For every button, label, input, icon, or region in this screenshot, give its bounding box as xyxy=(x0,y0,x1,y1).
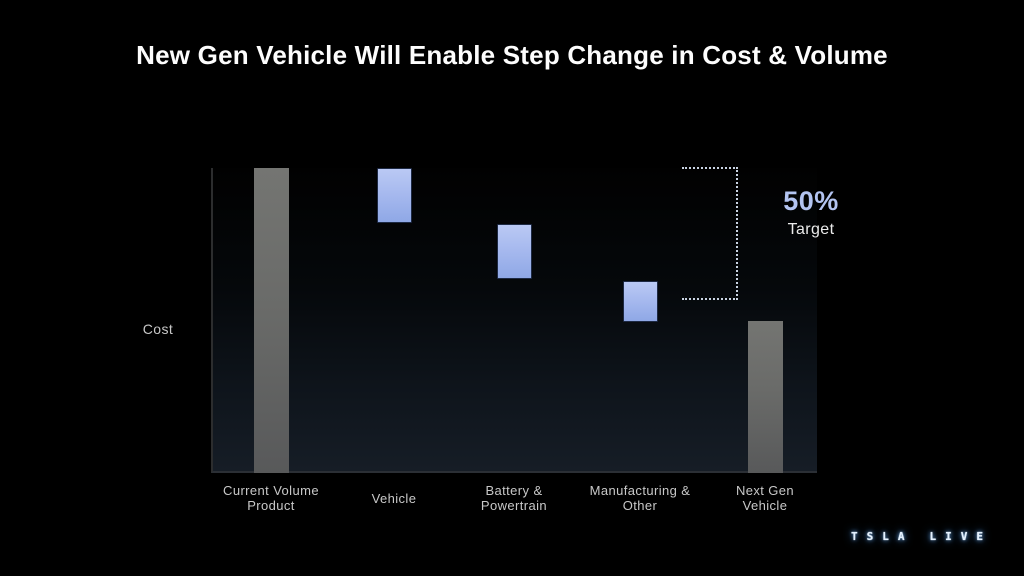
x-label-battery-powertrain: Battery & Powertrain xyxy=(434,480,594,516)
x-label-vehicle: Vehicle xyxy=(314,480,474,516)
x-label-line: Vehicle xyxy=(371,490,417,506)
x-label-line: Product xyxy=(247,498,295,513)
x-label-line: Manufacturing & xyxy=(589,483,691,498)
x-label-line: Next Gen xyxy=(735,483,795,498)
x-label-manufacturing-other: Manufacturing & Other xyxy=(560,480,720,516)
x-label-line: Current Volume xyxy=(223,483,319,498)
y-axis-label: Cost xyxy=(142,321,174,337)
x-label-current-volume-product: Current Volume Product xyxy=(191,480,351,516)
target-annotation: 50% Target xyxy=(756,186,866,239)
bar-manufacturing-other xyxy=(622,280,658,323)
x-label-line: Vehicle xyxy=(742,498,788,513)
target-label: Target xyxy=(787,221,835,238)
x-label-line: Battery & xyxy=(485,483,543,498)
x-label-line: Powertrain xyxy=(480,498,548,513)
x-label-line: Other xyxy=(622,498,658,513)
x-label-next-gen-vehicle: Next Gen Vehicle xyxy=(685,480,845,516)
watermark-word-live: LIVE xyxy=(929,530,992,543)
bar-battery-powertrain xyxy=(496,224,532,280)
bar-next-gen-vehicle xyxy=(747,320,783,473)
bar-vehicle xyxy=(376,168,412,223)
tsla-live-watermark: TSLA LIVE xyxy=(851,530,992,543)
target-bracket-dotted xyxy=(682,167,738,300)
watermark-word-tsla: TSLA xyxy=(851,530,914,543)
target-value: 50% xyxy=(783,186,839,216)
bar-current-volume-product xyxy=(253,168,289,473)
slide-title: New Gen Vehicle Will Enable Step Change … xyxy=(136,40,888,70)
chart-plot-area xyxy=(211,168,817,473)
